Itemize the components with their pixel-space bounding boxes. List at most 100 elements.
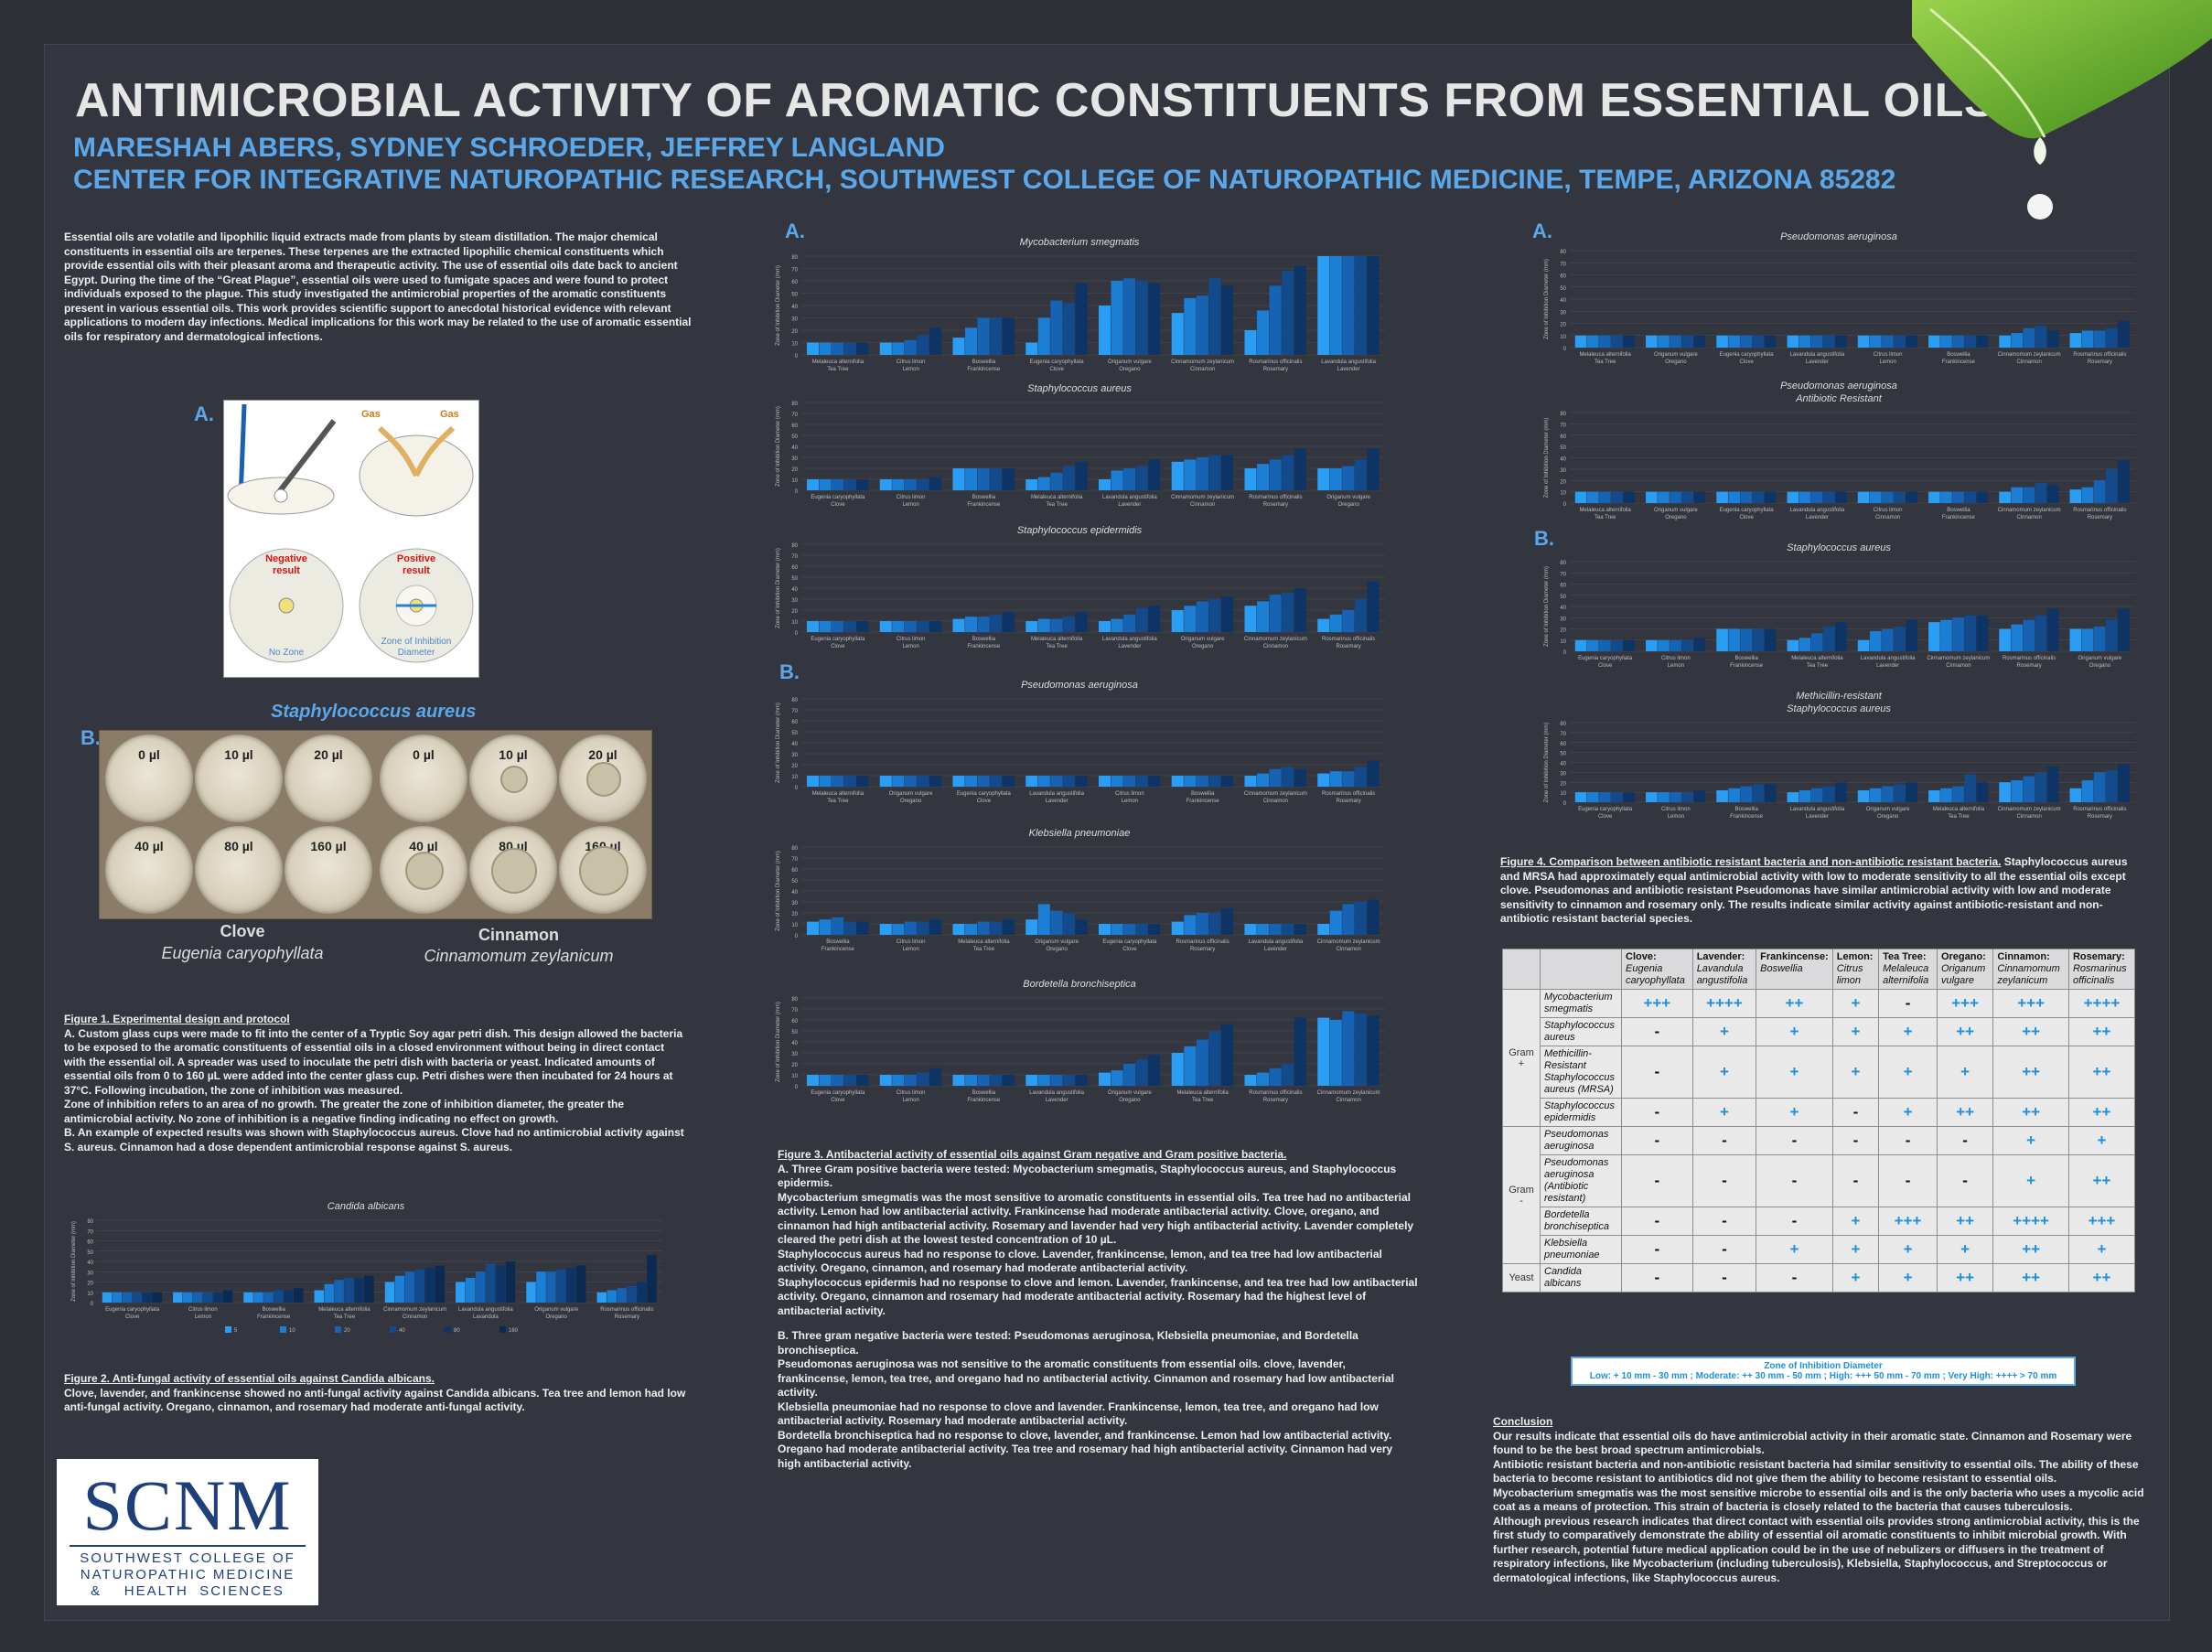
- bar: [1025, 342, 1038, 355]
- x-tick-label: Origanum vulgare: [1108, 1090, 1152, 1096]
- bar: [1025, 1075, 1038, 1086]
- bar: [1098, 1072, 1111, 1086]
- fig4-panel-b-label: B.: [1534, 527, 1554, 550]
- y-tick-label: 80: [1560, 412, 1566, 417]
- y-tick-label: 60: [791, 1019, 798, 1024]
- bar: [142, 1292, 153, 1303]
- bar: [856, 342, 869, 355]
- x-tick-label: Rosmarinus officinalis: [2073, 352, 2126, 358]
- bar: [1184, 915, 1197, 935]
- bar: [977, 617, 990, 632]
- x-tick-label: Origanum vulgare: [889, 791, 933, 797]
- bar: [1123, 1064, 1136, 1086]
- x-tick-label: Clove: [1049, 367, 1064, 372]
- table-row: Staphylococcus epidermidis - + + - + ++ ++ ++: [1503, 1098, 2136, 1127]
- bar: [1367, 448, 1380, 490]
- bar: [819, 1075, 832, 1086]
- x-tick-label: Oregano: [1192, 644, 1214, 649]
- bar: [1623, 792, 1635, 802]
- bar: [1354, 1013, 1367, 1086]
- x-tick-label: Melaleuca alternifolia: [1176, 1090, 1229, 1096]
- y-tick-label: 40: [87, 1260, 93, 1266]
- petri-plate: 0 µl: [380, 735, 467, 822]
- y-axis-label: Zone of Inhibition Diameter (mm): [776, 703, 781, 783]
- x-tick-label: Lavender: [1118, 502, 1141, 508]
- bar: [1025, 919, 1038, 935]
- bar: [2081, 780, 2094, 802]
- bar: [637, 1282, 647, 1303]
- x-tick-label: Rosemary: [2088, 359, 2112, 365]
- bar: [1574, 335, 1587, 348]
- y-tick-label: 10: [1560, 639, 1566, 645]
- x-tick-label: Rosemary: [1336, 799, 1360, 804]
- bar: [1171, 776, 1184, 787]
- y-tick-label: 50: [1560, 595, 1566, 600]
- x-tick-label: Lavender: [1337, 367, 1360, 372]
- y-tick-label: 30: [87, 1271, 93, 1276]
- bar: [2118, 320, 2130, 348]
- bar: [1810, 491, 1823, 503]
- bar: [152, 1292, 162, 1303]
- x-tick-label: Boswellia: [972, 1090, 996, 1096]
- bar: [1810, 788, 1823, 802]
- y-tick-label: 0: [1563, 801, 1567, 807]
- bar: [843, 1075, 856, 1086]
- bar: [1599, 491, 1611, 503]
- x-tick-label: Oregano: [1665, 359, 1687, 365]
- fig3-panel-b-label: B.: [779, 660, 800, 683]
- activity-cell: ++: [2067, 1263, 2136, 1293]
- bar: [1220, 776, 1234, 787]
- x-tick-label: Rosemary: [2016, 663, 2041, 669]
- activity-cell: -: [1691, 1154, 1757, 1207]
- x-tick-label: Frankincense: [1730, 663, 1764, 669]
- table-row: Staphylococcus aureus - + + + + ++ ++ ++: [1503, 1017, 2136, 1046]
- bar: [806, 1075, 820, 1086]
- x-tick-label: Citrus limon: [188, 1307, 218, 1313]
- bar: [904, 776, 917, 787]
- y-tick-label: 10: [791, 478, 798, 484]
- x-tick-label: Boswellia: [262, 1307, 285, 1313]
- x-tick-label: Lavender: [1264, 947, 1287, 952]
- activity-cell: +++: [1621, 989, 1693, 1018]
- bar: [1220, 1024, 1234, 1086]
- x-tick-label: Lavandula angustifolia: [1861, 656, 1916, 661]
- bar: [1740, 786, 1753, 802]
- bar: [1208, 455, 1221, 490]
- bar: [1787, 335, 1799, 348]
- x-tick-label: Clove: [1739, 359, 1754, 365]
- chart-title: Staphylococcus aureus: [1027, 383, 1132, 394]
- bar: [2118, 608, 2130, 651]
- bar: [1171, 461, 1184, 490]
- x-tick-label: Cinnamomum zeylanicum: [1171, 495, 1234, 500]
- bar: [892, 924, 905, 935]
- bar: [879, 621, 892, 632]
- bar: [1964, 335, 1977, 348]
- bar: [1611, 639, 1623, 651]
- cinnamon-latin: Cinnamomum zeylanicum: [424, 947, 614, 965]
- bar: [1822, 786, 1835, 802]
- activity-cell: -: [1756, 1154, 1833, 1207]
- table-header-row: Clove: Eugenia caryophyllata Lavender: Lava…: [1502, 949, 2136, 990]
- bar: [1681, 639, 1694, 651]
- y-tick-label: 40: [791, 742, 798, 747]
- table-row: Gram + Mycobacterium smegmatis +++ ++++ ++ + -…: [1502, 989, 2136, 1127]
- svg-text:Gas: Gas: [440, 409, 459, 420]
- bar: [977, 468, 990, 490]
- group-cell: Gram +: [1502, 989, 1541, 1127]
- table-row: Bordetella bronchiseptica - - - + +++ ++ ++++ ++…: [1503, 1207, 2136, 1236]
- y-tick-label: 60: [791, 280, 798, 285]
- x-tick-label: Citrus limon: [897, 1090, 926, 1096]
- bar: [2093, 480, 2106, 503]
- bar: [952, 618, 965, 632]
- bar: [1075, 776, 1088, 787]
- bar: [1098, 621, 1111, 632]
- x-tick-label: Eugenia caryophyllata: [811, 495, 865, 500]
- y-axis-label: Zone of Inhibition Diameter (mm): [776, 548, 781, 628]
- x-tick-label: Rosemary: [615, 1314, 639, 1320]
- bar: [952, 776, 965, 787]
- bar: [1257, 773, 1270, 787]
- x-tick-label: Cinnamon: [1263, 799, 1288, 804]
- y-tick-label: 40: [791, 305, 798, 310]
- activity-cell: -: [1936, 1154, 1994, 1207]
- bar: [917, 1072, 929, 1086]
